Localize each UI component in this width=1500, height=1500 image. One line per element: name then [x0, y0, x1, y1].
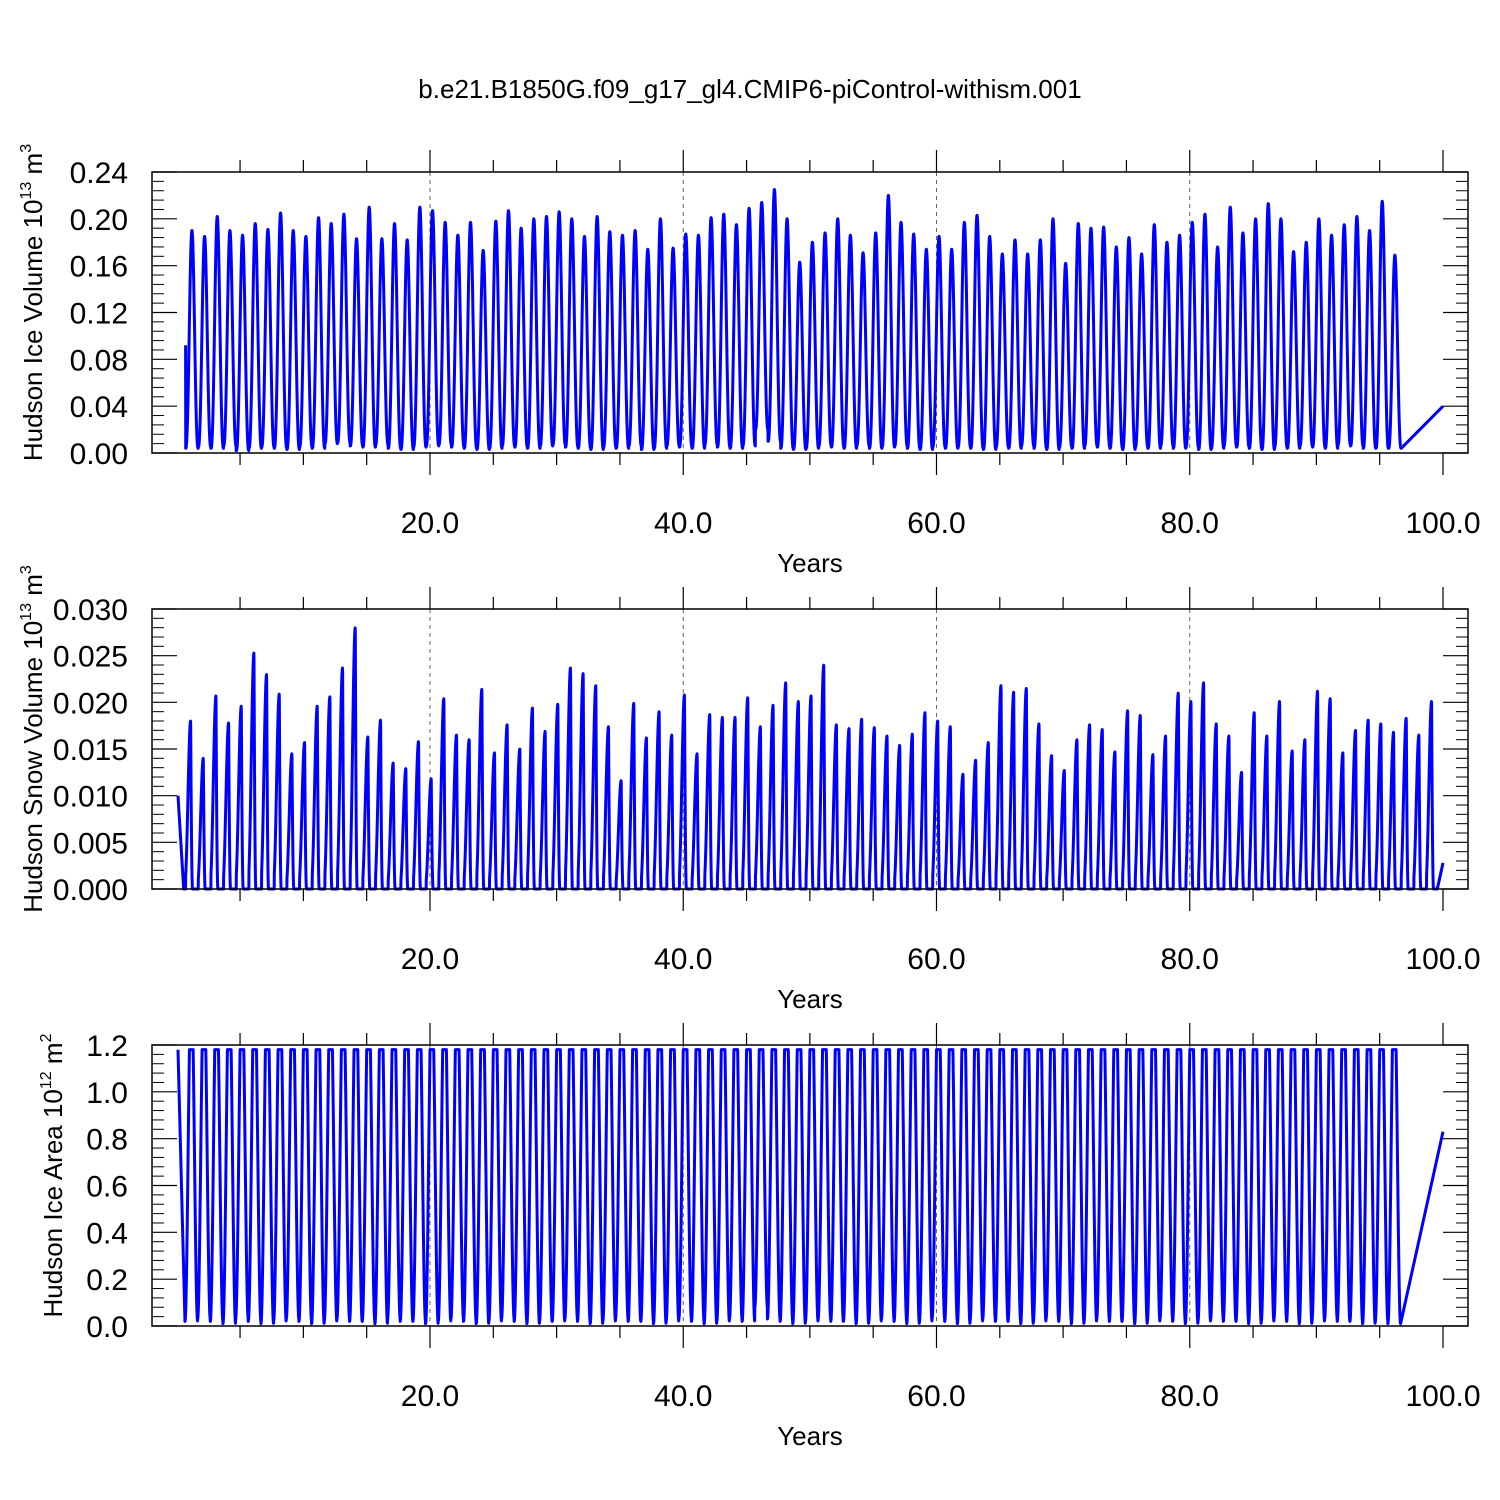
y-tick-label: 0.08 — [70, 344, 128, 377]
y-axis-label: Hudson Snow Volume 1013 m3 — [18, 565, 48, 913]
y-tick-label: 0.020 — [53, 687, 128, 720]
x-tick-label: 60.0 — [907, 943, 965, 976]
x-tick-label: 40.0 — [654, 943, 712, 976]
panel-snow-volume: 0.000 0.005 0.010 0.015 0.020 0.025 0.030 20.0 4… — [18, 565, 1481, 1014]
y-tick-label: 0.20 — [70, 204, 128, 237]
y-tick-label: 1.2 — [86, 1030, 128, 1063]
y-tick-label: 0.04 — [70, 391, 128, 424]
panel-ice-volume: 0.00 0.04 0.08 0.12 0.16 0.20 0.24 20.0 40.0 60.0… — [18, 144, 1481, 578]
x-tick-label: 80.0 — [1161, 1380, 1219, 1413]
y-axis-label: Hudson Ice Area 1012 m2 — [38, 1033, 68, 1317]
y-axis-label-exp: 13 — [18, 182, 35, 200]
x-axis-label: Years — [777, 984, 843, 1014]
y-axis-label: Hudson Ice Volume 1013 m3 — [18, 144, 48, 461]
y-tick-label: 0.030 — [53, 594, 128, 627]
y-axis-label-unit: m — [18, 574, 48, 603]
series-line — [176, 1048, 1445, 1326]
y-axis-label-main: Hudson Ice Area 10 — [38, 1089, 68, 1317]
series-line — [176, 626, 1445, 891]
x-tick-label: 80.0 — [1161, 943, 1219, 976]
y-tick-label: 0.00 — [70, 438, 128, 471]
x-tick-label: 20.0 — [401, 1380, 459, 1413]
x-tick-label: 20.0 — [401, 943, 459, 976]
x-axis-label: Years — [777, 548, 843, 578]
y-axis-label-unit: m — [18, 153, 48, 182]
y-tick-label: 0.24 — [70, 157, 128, 190]
y-tick-label: 0.8 — [86, 1124, 128, 1157]
y-axis-label-main: Hudson Ice Volume 10 — [18, 199, 48, 461]
y-tick-label: 0.2 — [86, 1264, 128, 1297]
y-tick-label: 0.0 — [86, 1311, 128, 1344]
y-axis-label-unit-exp: 3 — [18, 144, 35, 153]
y-tick-label: 0.6 — [86, 1171, 128, 1204]
x-tick-label: 40.0 — [654, 1380, 712, 1413]
y-axis-label-unit-exp: 3 — [18, 565, 35, 574]
y-tick-label: 0.010 — [53, 781, 128, 814]
y-axis-label-unit-exp: 2 — [38, 1033, 55, 1042]
y-tick-label: 0.16 — [70, 251, 128, 284]
x-tick-label: 100.0 — [1405, 507, 1480, 540]
y-tick-label: 0.005 — [53, 827, 128, 860]
x-tick-label: 100.0 — [1405, 943, 1480, 976]
panel-ice-area: 0.0 0.2 0.4 0.6 0.8 1.0 1.2 20.0 40.0 60.0 80.0 100… — [38, 1023, 1481, 1451]
y-axis-label-exp: 12 — [38, 1071, 55, 1089]
x-tick-label: 40.0 — [654, 507, 712, 540]
x-axis-label: Years — [777, 1421, 843, 1451]
y-tick-label: 1.0 — [86, 1077, 128, 1110]
x-tick-label: 20.0 — [401, 507, 459, 540]
x-tick-label: 60.0 — [907, 507, 965, 540]
figure-title: b.e21.B1850G.f09_g17_gl4.CMIP6-piControl… — [418, 74, 1081, 104]
y-tick-label: 0.4 — [86, 1217, 128, 1250]
y-tick-label: 0.12 — [70, 298, 128, 331]
y-axis-label-main: Hudson Snow Volume 10 — [18, 621, 48, 913]
x-tick-label: 60.0 — [907, 1380, 965, 1413]
x-tick-label: 100.0 — [1405, 1380, 1480, 1413]
series-line — [184, 188, 1445, 453]
y-tick-label: 0.000 — [53, 874, 128, 907]
y-tick-label: 0.015 — [53, 734, 128, 767]
x-tick-label: 80.0 — [1161, 507, 1219, 540]
y-axis-label-exp: 13 — [18, 603, 35, 621]
y-axis-label-unit: m — [38, 1042, 68, 1071]
y-tick-label: 0.025 — [53, 641, 128, 674]
